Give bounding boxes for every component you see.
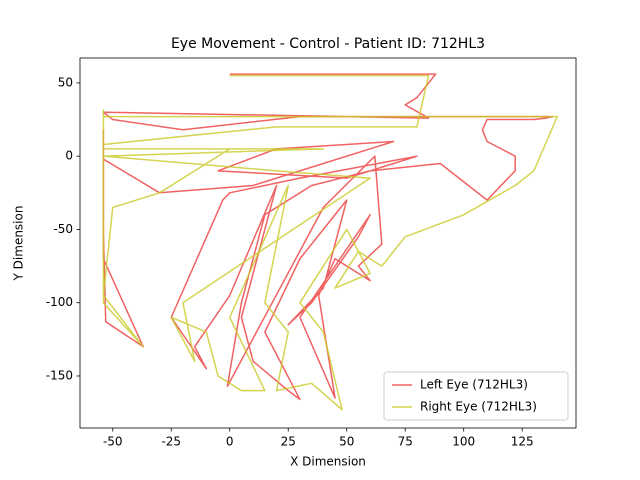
y-tick-label: 50: [58, 75, 73, 89]
x-tick-label: 0: [226, 435, 234, 449]
x-tick-label: 50: [339, 435, 354, 449]
x-axis-label: X Dimension: [290, 455, 366, 469]
legend-box: [383, 371, 569, 421]
series-line: [102, 74, 559, 411]
legend: Left Eye (712HL3) Right Eye (712HL3): [383, 371, 569, 421]
y-axis-label: Y Dimension: [12, 206, 26, 282]
legend-label: Left Eye (712HL3): [420, 378, 528, 392]
x-tick-label: -25: [161, 435, 181, 449]
x-tick-label: 100: [452, 435, 475, 449]
chart-title: Eye Movement - Control - Patient ID: 712…: [171, 36, 485, 52]
x-tick-label: -50: [103, 435, 123, 449]
y-tick-label: -50: [53, 222, 73, 236]
x-tick-label: 75: [398, 435, 413, 449]
y-tick-label: -150: [46, 368, 73, 382]
x-tick-label: 125: [511, 435, 534, 449]
y-tick-label: -100: [46, 295, 73, 309]
legend-label: Right Eye (712HL3): [420, 400, 537, 414]
x-tick-label: 25: [281, 435, 296, 449]
y-tick-label: 0: [65, 149, 73, 163]
plot-frame: [79, 57, 577, 429]
